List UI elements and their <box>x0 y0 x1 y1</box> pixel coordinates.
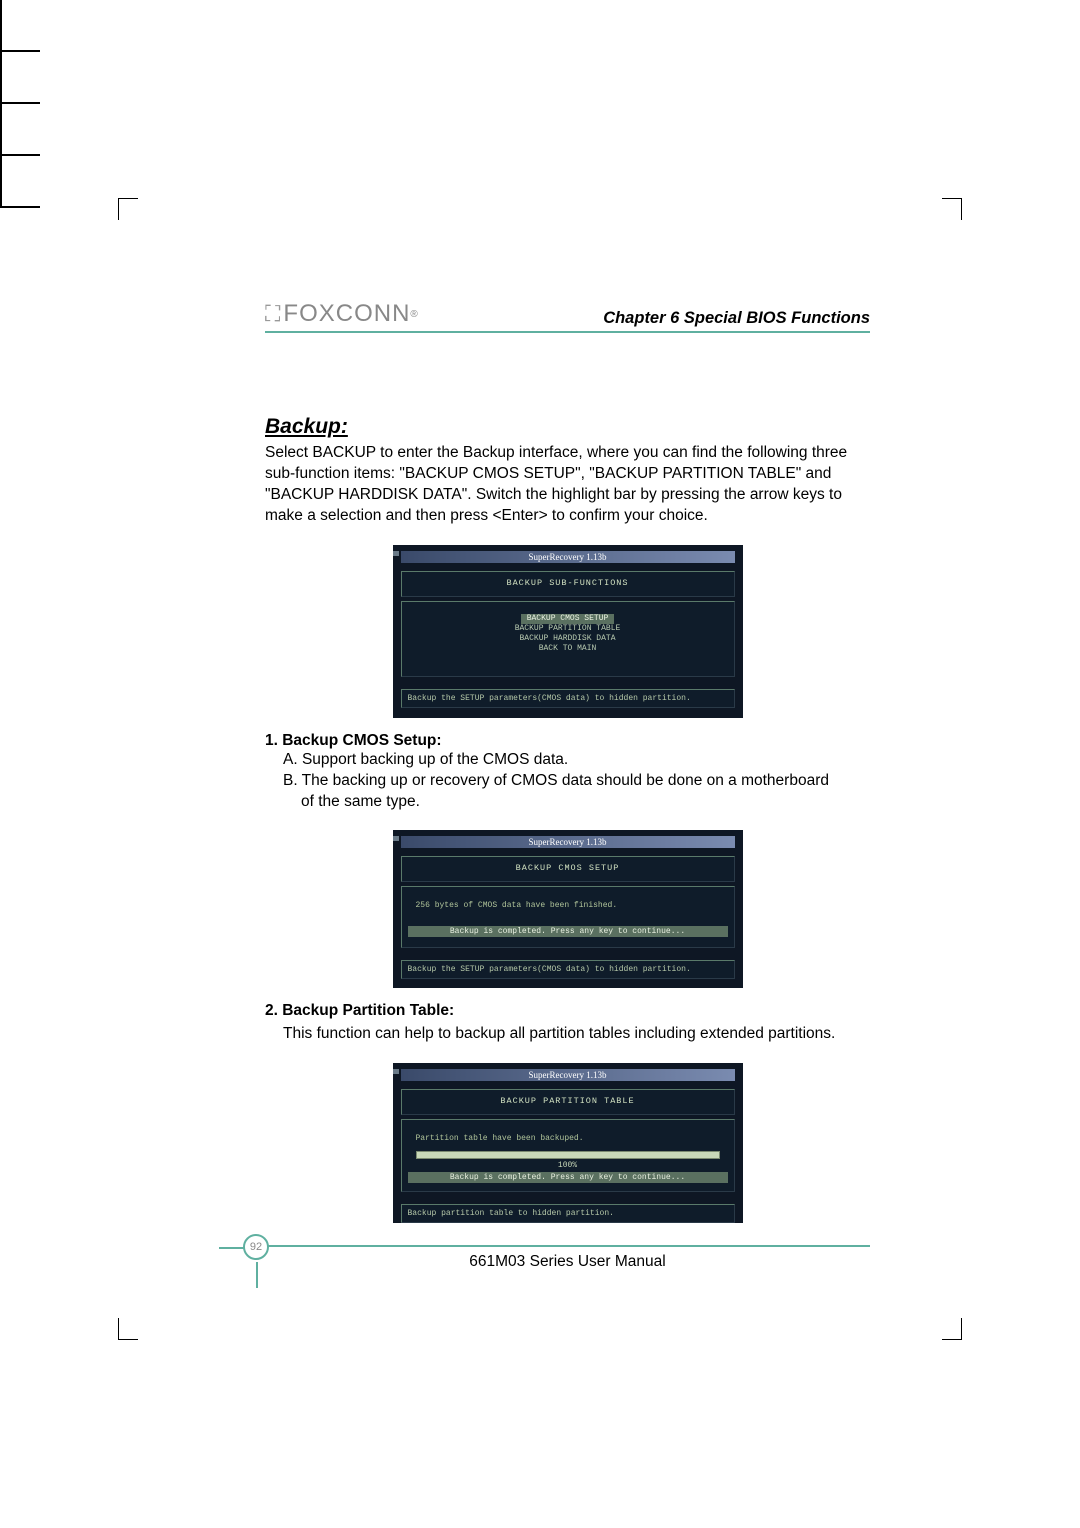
bios-progress: 100% <box>408 1145 728 1172</box>
bios-panel: BACKUP CMOS SETUP <box>401 856 735 882</box>
bios-titlebar: SuperRecovery 1.13b <box>401 1069 735 1081</box>
item1-line-b: B. The backing up or recovery of CMOS da… <box>283 771 870 792</box>
brand-logo: ⛶ FOXCONN ® <box>265 300 419 328</box>
crop-mark <box>0 50 40 52</box>
item1-line-a: A. Support backing up of the CMOS data. <box>283 750 870 771</box>
page-content: ⛶ FOXCONN ® Chapter 6 Special BIOS Funct… <box>265 300 870 1271</box>
bios-panel-title: BACKUP SUB-FUNCTIONS <box>408 576 728 592</box>
bios-panel: BACKUP PARTITION TABLE <box>401 1089 735 1115</box>
page-number-badge: 92 <box>243 1234 269 1260</box>
bios-done-line: Backup is completed. Press any key to co… <box>408 926 728 937</box>
progress-bar <box>416 1151 720 1159</box>
bios-panel: BACKUP SUB-FUNCTIONS <box>401 571 735 597</box>
crop-mark <box>0 156 2 206</box>
crop-mark <box>942 1318 962 1340</box>
item2-heading: 2. Backup Partition Table: <box>265 1002 870 1020</box>
chapter-title: Chapter 6 Special BIOS Functions <box>603 309 870 328</box>
bios-status: Backup partition table to hidden partiti… <box>401 1204 735 1223</box>
crop-mark <box>118 198 138 220</box>
bios-screenshot-2: SuperRecovery 1.13b BACKUP CMOS SETUP 25… <box>393 830 743 988</box>
bios-screenshot-3: SuperRecovery 1.13b BACKUP PARTITION TAB… <box>393 1063 743 1223</box>
window-notch <box>393 836 399 841</box>
bios-body-text: 256 bytes of CMOS data have been finishe… <box>408 891 728 912</box>
bios-screenshot-1: SuperRecovery 1.13b BACKUP SUB-FUNCTIONS… <box>393 545 743 718</box>
registered-mark: ® <box>410 309 418 320</box>
bios-menu-item: BACK TO MAIN <box>539 644 597 653</box>
crop-mark <box>0 154 40 156</box>
bios-panel-title: BACKUP CMOS SETUP <box>408 861 728 877</box>
crop-mark <box>0 0 2 50</box>
bios-done-line: Backup is completed. Press any key to co… <box>408 1172 728 1183</box>
window-notch <box>393 1069 399 1074</box>
manual-title: 661M03 Series User Manual <box>469 1253 665 1270</box>
bios-titlebar: SuperRecovery 1.13b <box>401 836 735 848</box>
logo-text: FOXCONN <box>283 300 410 328</box>
window-notch <box>393 551 399 556</box>
bios-status: Backup the SETUP parameters(CMOS data) t… <box>401 960 735 979</box>
crop-mark <box>942 198 962 220</box>
bios-menu-item-selected: BACKUP CMOS SETUP <box>521 614 615 624</box>
bios-menu-panel: BACKUP CMOS SETUP BACKUP PARTITION TABLE… <box>401 601 735 677</box>
logo-icon: ⛶ <box>265 301 281 327</box>
bios-menu: BACKUP CMOS SETUP BACKUP PARTITION TABLE… <box>408 606 728 672</box>
bios-menu-item: BACKUP HARDDISK DATA <box>519 634 615 643</box>
crop-mark <box>0 52 2 102</box>
bios-titlebar: SuperRecovery 1.13b <box>401 551 735 563</box>
item1-heading: 1. Backup CMOS Setup: <box>265 732 870 750</box>
section-title: Backup: <box>265 415 870 439</box>
bios-panel-title: BACKUP PARTITION TABLE <box>408 1094 728 1110</box>
crop-mark <box>118 1318 138 1340</box>
bios-status: Backup the SETUP parameters(CMOS data) t… <box>401 689 735 708</box>
bios-body-panel: 256 bytes of CMOS data have been finishe… <box>401 886 735 948</box>
progress-label: 100% <box>416 1161 720 1170</box>
section-intro: Select BACKUP to enter the Backup interf… <box>265 443 870 527</box>
crop-mark <box>0 102 40 104</box>
bios-body-text: Partition table have been backuped. <box>408 1124 728 1145</box>
item2-text: This function can help to backup all par… <box>283 1024 870 1045</box>
page-footer: 92 661M03 Series User Manual <box>265 1245 870 1271</box>
item1-line-b2: of the same type. <box>301 792 870 813</box>
page-header: ⛶ FOXCONN ® Chapter 6 Special BIOS Funct… <box>265 300 870 333</box>
crop-mark <box>0 206 40 208</box>
bios-menu-item: BACKUP PARTITION TABLE <box>515 624 621 633</box>
crop-mark <box>0 104 2 154</box>
bios-body-panel: Partition table have been backuped. 100%… <box>401 1119 735 1192</box>
